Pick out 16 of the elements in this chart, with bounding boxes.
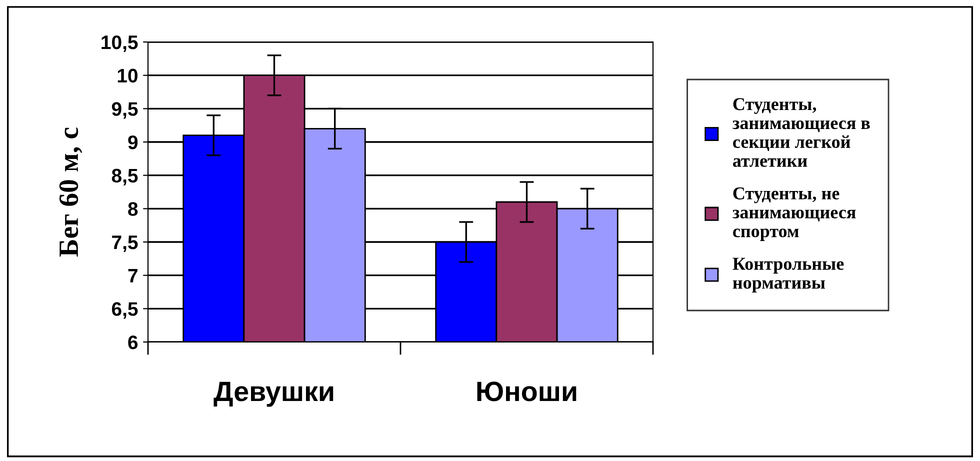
y-tick-label: 7,5: [112, 236, 138, 252]
x-tick-label: Юноши: [477, 382, 576, 402]
y-tick-label: 9,5: [112, 102, 138, 119]
legend-label: Студенты, занимающиеся в секции легкой атлетики: [732, 98, 870, 167]
legend-label: Студенты, не занимающиеся спортом: [732, 187, 856, 241]
legend-label: Контрольные нормативы: [732, 258, 844, 292]
y-tick-label: 10: [118, 68, 138, 83]
y-tick-label: 8: [128, 202, 138, 216]
y-tick-label: 8,5: [112, 168, 138, 186]
y-axis-title: Бег 60 м, с: [59, 128, 82, 257]
y-tick-label: 9: [128, 135, 138, 150]
y-tick-label: 6: [128, 335, 138, 350]
y-tick-label: 10,5: [102, 35, 138, 52]
y-tick-label: 7: [128, 269, 138, 282]
y-tick-label: 6,5: [112, 302, 138, 319]
x-tick-label: Девушки: [214, 382, 334, 407]
